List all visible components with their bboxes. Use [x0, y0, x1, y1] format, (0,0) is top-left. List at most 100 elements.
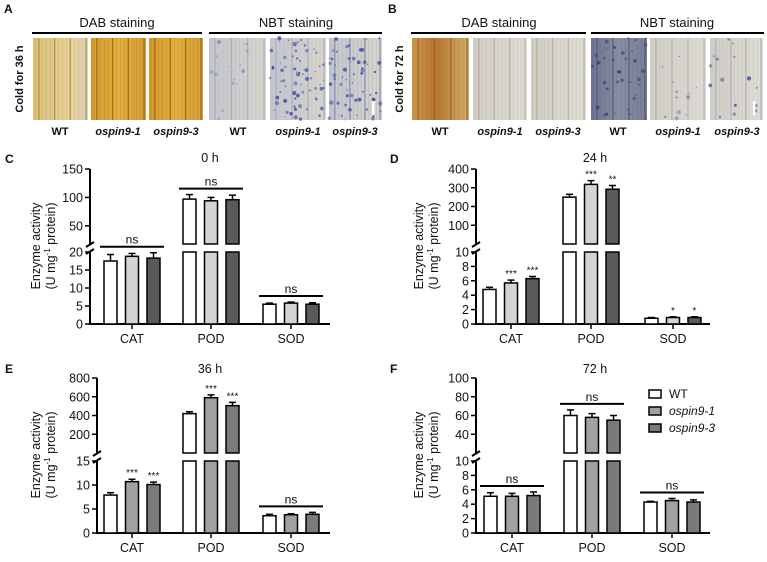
bar-sod — [687, 316, 702, 325]
unit-superscript: -1 — [43, 457, 52, 465]
stain-dot — [315, 51, 318, 54]
y-tick-label: 0 — [76, 318, 83, 332]
y-tick-label: 0 — [83, 527, 90, 541]
bar-sod — [664, 499, 680, 534]
stain-dot — [363, 38, 365, 40]
stain-dot — [348, 107, 352, 112]
stain-dot — [708, 83, 713, 88]
stain-dot — [365, 38, 368, 41]
stain-dot — [602, 114, 605, 117]
y-tick-label: 10 — [76, 479, 90, 493]
stain-dot — [282, 79, 286, 83]
legend-label: WT — [669, 387, 688, 401]
y-tick-label: 10 — [455, 455, 469, 469]
stain-dot — [294, 49, 298, 53]
axis-break-mark — [471, 450, 481, 457]
stain-dot — [284, 85, 287, 87]
y-tick-label: 8 — [462, 260, 469, 274]
stain-dot — [344, 103, 347, 107]
stain-dot — [352, 72, 356, 76]
stain-dot — [293, 67, 297, 71]
stain-dot — [301, 90, 305, 94]
bar-sod — [686, 501, 701, 534]
leaf-staining-image — [149, 38, 203, 120]
scale-bar — [372, 101, 375, 115]
stain-dot — [356, 114, 358, 117]
stain-dot — [732, 42, 734, 45]
leaf-background — [650, 38, 706, 120]
x-category-label: SOD — [658, 541, 685, 555]
bar-cat — [124, 255, 140, 325]
y-tick-label: 5 — [83, 503, 90, 517]
stain-dot — [296, 72, 301, 77]
stain-dot — [328, 82, 333, 86]
leaf-background — [270, 38, 326, 120]
stain-dot — [293, 105, 296, 109]
stain-dot — [309, 89, 312, 92]
stain-dot — [302, 73, 304, 75]
bar-pod — [203, 251, 219, 325]
stain-dot — [241, 69, 246, 73]
legend-swatch-ospin9-1 — [648, 406, 662, 416]
y-tick-label: 400 — [69, 409, 90, 423]
legend-label: ospin9-1 — [669, 404, 715, 418]
stain-dot — [217, 117, 221, 121]
stain-dot — [282, 55, 287, 60]
lane-label: WT — [51, 126, 68, 138]
legend-swatch-ospin9-3 — [648, 423, 662, 433]
stain-dot — [304, 68, 309, 72]
dab-header: DAB staining — [79, 15, 154, 30]
stain-dot — [379, 110, 382, 113]
stain-dot — [377, 60, 382, 65]
unit-superscript: -1 — [43, 248, 52, 256]
stain-dot — [334, 37, 338, 41]
y-tick-label: 200 — [69, 428, 90, 442]
y-axis-unit-label: (U mg-1 protein) — [43, 411, 58, 498]
bar-pod — [583, 251, 599, 325]
stain-dot — [733, 55, 736, 58]
stain-dot — [620, 51, 625, 55]
legend: WT ospin9-1 ospin9-3 — [648, 387, 715, 435]
y-axis-label: Enzyme activity — [29, 202, 43, 290]
stain-dot — [287, 39, 290, 41]
stain-dot — [245, 42, 248, 46]
stain-dot — [631, 50, 633, 52]
bar-pod-upper — [606, 419, 621, 454]
stain-dot — [365, 108, 368, 111]
significance-label: *** — [205, 384, 217, 395]
stain-dot — [634, 94, 637, 96]
stain-dot — [322, 63, 325, 66]
stain-dot — [342, 67, 348, 72]
leaf-staining-image — [590, 37, 648, 120]
stain-dot — [306, 108, 308, 111]
ns-label: ns — [285, 282, 298, 296]
stain-dot — [291, 55, 294, 58]
stain-dot — [236, 83, 238, 85]
stain-dot — [334, 64, 336, 66]
legend-swatch-wt — [648, 389, 662, 399]
stain-dot — [712, 55, 715, 58]
y-tick-label: 80 — [455, 390, 469, 404]
stain-dot — [296, 71, 298, 73]
stain-dot — [239, 64, 242, 66]
leaf-staining-image — [33, 38, 88, 120]
stain-dot — [611, 58, 615, 62]
unit-part: (U mg — [427, 464, 441, 498]
bar-pod — [182, 251, 197, 325]
stain-dot — [293, 107, 297, 111]
stain-dot — [303, 68, 305, 71]
unit-part: (U mg — [44, 464, 58, 498]
stain-dot — [638, 83, 641, 86]
lane-label: ospin9-1 — [477, 126, 522, 138]
stain-dot — [305, 76, 310, 81]
y-tick-label: 4 — [462, 498, 469, 512]
stain-dot — [605, 87, 609, 91]
y-axis-unit-label: (U mg-1 protein) — [426, 202, 441, 289]
lane-label: ospin9-3 — [714, 126, 759, 138]
y-tick-label: 300 — [448, 181, 469, 195]
stain-dot — [643, 42, 648, 47]
lane-label: WT — [431, 126, 448, 138]
stain-dot — [327, 116, 331, 120]
stain-dot — [604, 112, 609, 116]
